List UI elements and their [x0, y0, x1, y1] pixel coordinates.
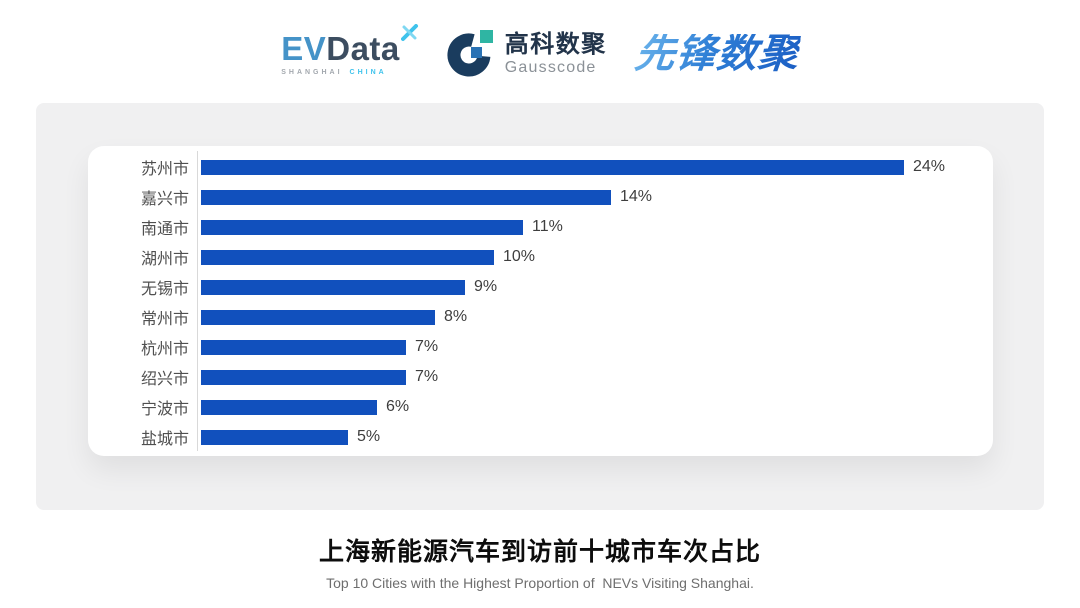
bar — [201, 159, 904, 175]
category-label: 苏州市 — [140, 161, 189, 178]
category-label: 湖州市 — [140, 251, 189, 268]
y-axis-line — [197, 151, 198, 451]
gausscode-cn-text: 高科数聚 — [504, 30, 607, 58]
bar-track: 7% — [197, 368, 993, 386]
bar-track: 10% — [197, 248, 993, 266]
value-label: 14% — [620, 188, 653, 205]
chart-row: 绍兴市 7% — [88, 362, 993, 392]
value-label: 7% — [415, 338, 439, 355]
chart-title: 上海新能源汽车到访前十城市车次占比 — [318, 538, 761, 566]
bar — [201, 309, 435, 325]
chart-row: 苏州市 24% — [88, 152, 993, 182]
chart-row: 盐城市 5% — [88, 422, 993, 452]
bar-track: 24% — [197, 158, 993, 176]
caption: 上海新能源汽车到访前十城市车次占比 Top 10 Cities with the… — [0, 532, 1080, 591]
chart-rows: 苏州市 24% 嘉兴市 14% 南通市 11% 湖州市 10% 无锡市 9% 常州市 8% 杭州市 7% 绍… — [88, 152, 993, 452]
header-logos: EV Data SHANGHAI CHINA 高科数聚 Gausscode — [0, 22, 1080, 86]
gausscode-en-text: Gausscode — [504, 58, 597, 76]
bar-track: 7% — [197, 338, 993, 356]
category-label: 盐城市 — [140, 431, 189, 448]
bar — [201, 189, 611, 205]
evdata-wordmark: EV Data — [281, 24, 419, 67]
bar — [201, 339, 406, 355]
value-label: 24% — [913, 158, 946, 175]
gausscode-logo: 高科数聚 Gausscode — [447, 30, 607, 78]
evdata-data-text: Data — [326, 30, 400, 67]
value-label: 9% — [474, 278, 498, 295]
chart-row: 嘉兴市 14% — [88, 182, 993, 212]
evdata-ev-text: EV — [281, 30, 327, 67]
category-label: 常州市 — [140, 311, 189, 328]
bar — [201, 279, 465, 295]
bar — [201, 399, 377, 415]
gausscode-g-icon — [447, 30, 493, 77]
bar-track: 6% — [197, 398, 993, 416]
bar — [201, 219, 523, 235]
chart-row: 宁波市 6% — [88, 392, 993, 422]
evdata-shanghai-text: SHANGHAI — [281, 69, 343, 76]
chart-subtitle: Top 10 Cities with the Highest Proportio… — [326, 575, 754, 591]
chart-row: 杭州市 7% — [88, 332, 993, 362]
chart-row: 无锡市 9% — [88, 272, 993, 302]
bar — [201, 429, 348, 445]
gausscode-text: 高科数聚 Gausscode — [504, 30, 607, 77]
value-label: 8% — [444, 308, 468, 325]
bar-track: 8% — [197, 308, 993, 326]
value-label: 7% — [415, 368, 439, 385]
chart-row: 常州市 8% — [88, 302, 993, 332]
xianfeng-logo: 先锋数聚 — [632, 32, 802, 76]
value-label: 10% — [503, 248, 536, 265]
chart-row: 南通市 11% — [88, 212, 993, 242]
category-label: 南通市 — [140, 221, 189, 238]
value-label: 6% — [386, 398, 410, 415]
chart-panel: 苏州市 24% 嘉兴市 14% 南通市 11% 湖州市 10% 无锡市 9% 常州市 8% 杭州市 7% 绍… — [36, 103, 1044, 510]
bar — [201, 369, 406, 385]
evdata-logo: EV Data SHANGHAI CHINA — [281, 24, 419, 76]
value-label: 5% — [357, 428, 381, 445]
category-label: 嘉兴市 — [140, 191, 189, 208]
value-label: 11% — [532, 218, 563, 235]
evdata-china-text: CHINA — [349, 69, 387, 76]
chart-card: 苏州市 24% 嘉兴市 14% 南通市 11% 湖州市 10% 无锡市 9% 常州市 8% 杭州市 7% 绍… — [88, 146, 993, 456]
bar-track: 5% — [197, 428, 993, 446]
bar-track: 11% — [197, 218, 993, 236]
x-star-icon — [400, 24, 418, 41]
category-label: 宁波市 — [140, 401, 189, 418]
evdata-subtext: SHANGHAI CHINA — [281, 69, 386, 76]
bar-track: 14% — [197, 188, 993, 206]
chart-row: 湖州市 10% — [88, 242, 993, 272]
category-label: 绍兴市 — [140, 371, 189, 388]
category-label: 无锡市 — [140, 281, 189, 298]
bar — [201, 249, 494, 265]
bar-track: 9% — [197, 278, 993, 296]
bar-chart: 苏州市 24% 嘉兴市 14% 南通市 11% 湖州市 10% 无锡市 9% 常州市 8% 杭州市 7% 绍… — [88, 146, 993, 456]
category-label: 杭州市 — [140, 341, 189, 358]
